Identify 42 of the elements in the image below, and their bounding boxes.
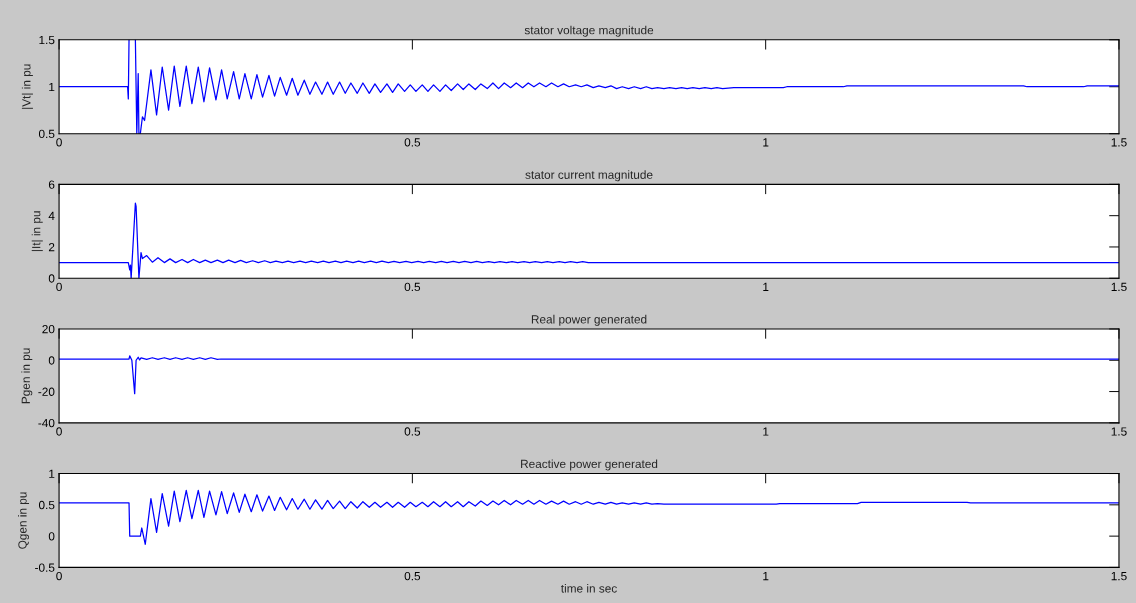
- y-tick-label: 0: [48, 356, 55, 365]
- x-tick-label: 1.5: [1111, 138, 1127, 147]
- y-tick-label: 0.5: [38, 129, 55, 139]
- x-tick-label: 0.5: [404, 427, 421, 436]
- x-tick-label: 1.5: [1111, 572, 1127, 581]
- chart-title: stator voltage magnitude: [524, 25, 654, 37]
- y-tick-label: 0.5: [38, 500, 55, 510]
- y-axis-title: |It| in pu: [31, 211, 43, 252]
- y-tick-label: -20: [38, 387, 55, 396]
- y-tick-label: 4: [48, 211, 55, 220]
- y-tick-label: 1.5: [39, 35, 55, 45]
- x-tick-label: 0.5: [404, 138, 421, 147]
- y-axis-title: Qgen in pu: [18, 492, 30, 549]
- y-tick-label: 2: [48, 243, 55, 252]
- y-axis-title: Pgen in pu: [21, 348, 33, 404]
- chart-title: Reactive power generated: [521, 459, 658, 471]
- x-axis-title: time in sec: [560, 583, 617, 593]
- line-series: [59, 489, 1119, 545]
- y-axis-title: |Vt| in pu: [21, 64, 33, 109]
- line-series: [59, 355, 1119, 395]
- chart-title: Real power generated: [531, 314, 647, 326]
- y-tick-label: 6: [48, 180, 55, 189]
- x-tick-label: 1: [763, 572, 769, 581]
- chart-title: stator current magnitude: [525, 170, 653, 182]
- y-tick-label: -40: [38, 418, 55, 428]
- y-tick-label: -0.5: [35, 563, 55, 572]
- x-tick-label: 1: [763, 138, 769, 147]
- y-tick-label: 0: [48, 532, 55, 541]
- x-tick-label: 0.5: [404, 282, 421, 292]
- x-tick-label: 1: [763, 282, 769, 291]
- x-tick-label: 1.5: [1111, 427, 1127, 436]
- y-tick-label: 20: [42, 324, 55, 334]
- y-tick-label: 1: [49, 469, 55, 478]
- x-tick-label: 0.5: [404, 571, 421, 581]
- x-tick-label: 0: [56, 571, 62, 581]
- x-tick-label: 1: [763, 427, 769, 436]
- x-tick-label: 1.5: [1111, 282, 1127, 292]
- y-tick-label: 0: [48, 274, 55, 283]
- y-tick-label: 1: [49, 82, 55, 92]
- x-tick-label: 0: [56, 427, 62, 436]
- x-tick-label: 0: [56, 138, 62, 147]
- x-tick-label: 0: [56, 282, 62, 292]
